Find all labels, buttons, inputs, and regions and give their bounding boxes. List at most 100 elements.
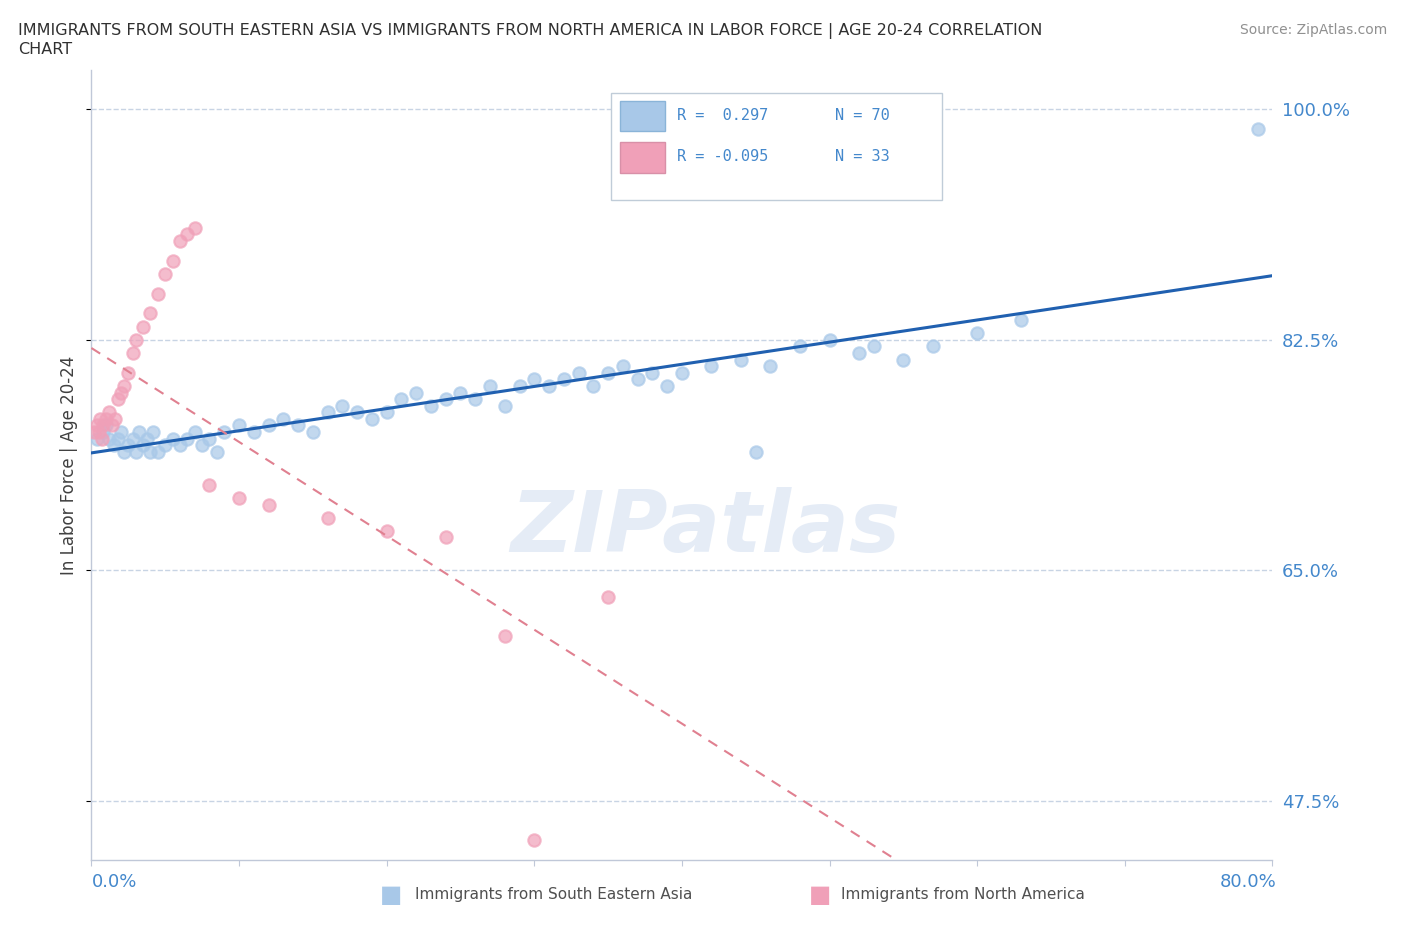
Point (273, 411, 295, 426)
Point (132, 438, 155, 453)
Point (89, 411, 111, 426)
Point (730, 352, 752, 367)
Point (671, 365, 693, 380)
Point (1010, 312, 1032, 327)
Point (146, 445, 169, 459)
Point (205, 445, 228, 459)
Text: N = 70: N = 70 (835, 108, 890, 123)
Point (86, 418, 108, 433)
Point (405, 385, 427, 400)
Point (107, 392, 129, 406)
Point (169, 233, 191, 248)
Point (553, 372, 575, 387)
Point (183, 220, 207, 235)
Point (966, 326, 988, 340)
Point (162, 432, 184, 446)
Point (121, 346, 143, 361)
Point (494, 629, 516, 644)
Text: R = -0.095: R = -0.095 (678, 149, 769, 165)
Text: IMMIGRANTS FROM SOUTH EASTERN ASIA VS IMMIGRANTS FROM NORTH AMERICA IN LABOR FOR: IMMIGRANTS FROM SOUTH EASTERN ASIA VS IM… (18, 23, 1043, 57)
Point (287, 418, 309, 433)
Y-axis label: In Labor Force | Age 20-24: In Labor Force | Age 20-24 (60, 355, 79, 575)
Point (655, 379, 678, 393)
Point (132, 319, 155, 334)
Point (450, 385, 472, 400)
Point (301, 425, 323, 440)
Point (98, 405, 121, 419)
Point (612, 359, 634, 374)
Point (700, 359, 723, 374)
Point (96, 411, 118, 426)
Point (537, 379, 560, 393)
Point (848, 346, 870, 361)
Point (139, 306, 162, 321)
Point (434, 392, 457, 406)
Text: ZIPatlas: ZIPatlas (510, 486, 901, 570)
Point (627, 372, 650, 387)
Point (228, 418, 250, 433)
Point (509, 379, 531, 393)
Point (434, 530, 457, 545)
Point (893, 352, 915, 367)
Point (107, 432, 129, 446)
Point (316, 405, 339, 419)
Text: 0.0%: 0.0% (91, 872, 136, 891)
Point (110, 425, 132, 440)
FancyBboxPatch shape (612, 94, 942, 200)
Point (146, 286, 169, 301)
Text: Immigrants from South Eastern Asia: Immigrants from South Eastern Asia (415, 887, 692, 902)
Point (83, 425, 105, 440)
Point (360, 411, 382, 426)
Point (316, 511, 339, 525)
Point (176, 227, 198, 242)
Point (198, 477, 221, 492)
Point (136, 432, 159, 446)
Point (346, 405, 368, 419)
Point (176, 432, 198, 446)
Point (818, 332, 841, 347)
Point (214, 425, 236, 440)
Point (117, 438, 139, 453)
Text: ■: ■ (380, 883, 402, 907)
Point (104, 411, 127, 426)
Point (494, 398, 516, 413)
Point (183, 425, 207, 440)
Point (228, 490, 250, 505)
Point (745, 445, 768, 459)
Point (98, 432, 121, 446)
Point (243, 425, 266, 440)
Point (101, 418, 124, 433)
Point (598, 590, 620, 604)
Point (91, 425, 114, 440)
Point (139, 445, 162, 459)
Point (759, 359, 782, 374)
Point (391, 392, 413, 406)
Point (257, 418, 280, 433)
Point (87, 425, 110, 440)
FancyBboxPatch shape (620, 101, 665, 131)
Point (121, 432, 143, 446)
Point (523, 372, 546, 387)
Text: Source: ZipAtlas.com: Source: ZipAtlas.com (1240, 23, 1388, 37)
Point (641, 365, 664, 380)
Point (86, 432, 108, 446)
Point (375, 524, 398, 538)
Point (91, 418, 114, 433)
Point (523, 833, 546, 848)
Point (582, 379, 605, 393)
Point (103, 438, 125, 453)
Point (567, 365, 591, 380)
Text: N = 33: N = 33 (835, 149, 890, 165)
Point (332, 398, 354, 413)
Point (124, 445, 148, 459)
Point (478, 379, 502, 393)
Point (257, 497, 280, 512)
Point (112, 445, 135, 459)
Point (375, 405, 398, 419)
Point (598, 365, 620, 380)
Point (862, 339, 886, 354)
Point (153, 267, 177, 282)
Text: ■: ■ (808, 883, 831, 907)
Text: Immigrants from North America: Immigrants from North America (841, 887, 1084, 902)
Point (153, 438, 177, 453)
